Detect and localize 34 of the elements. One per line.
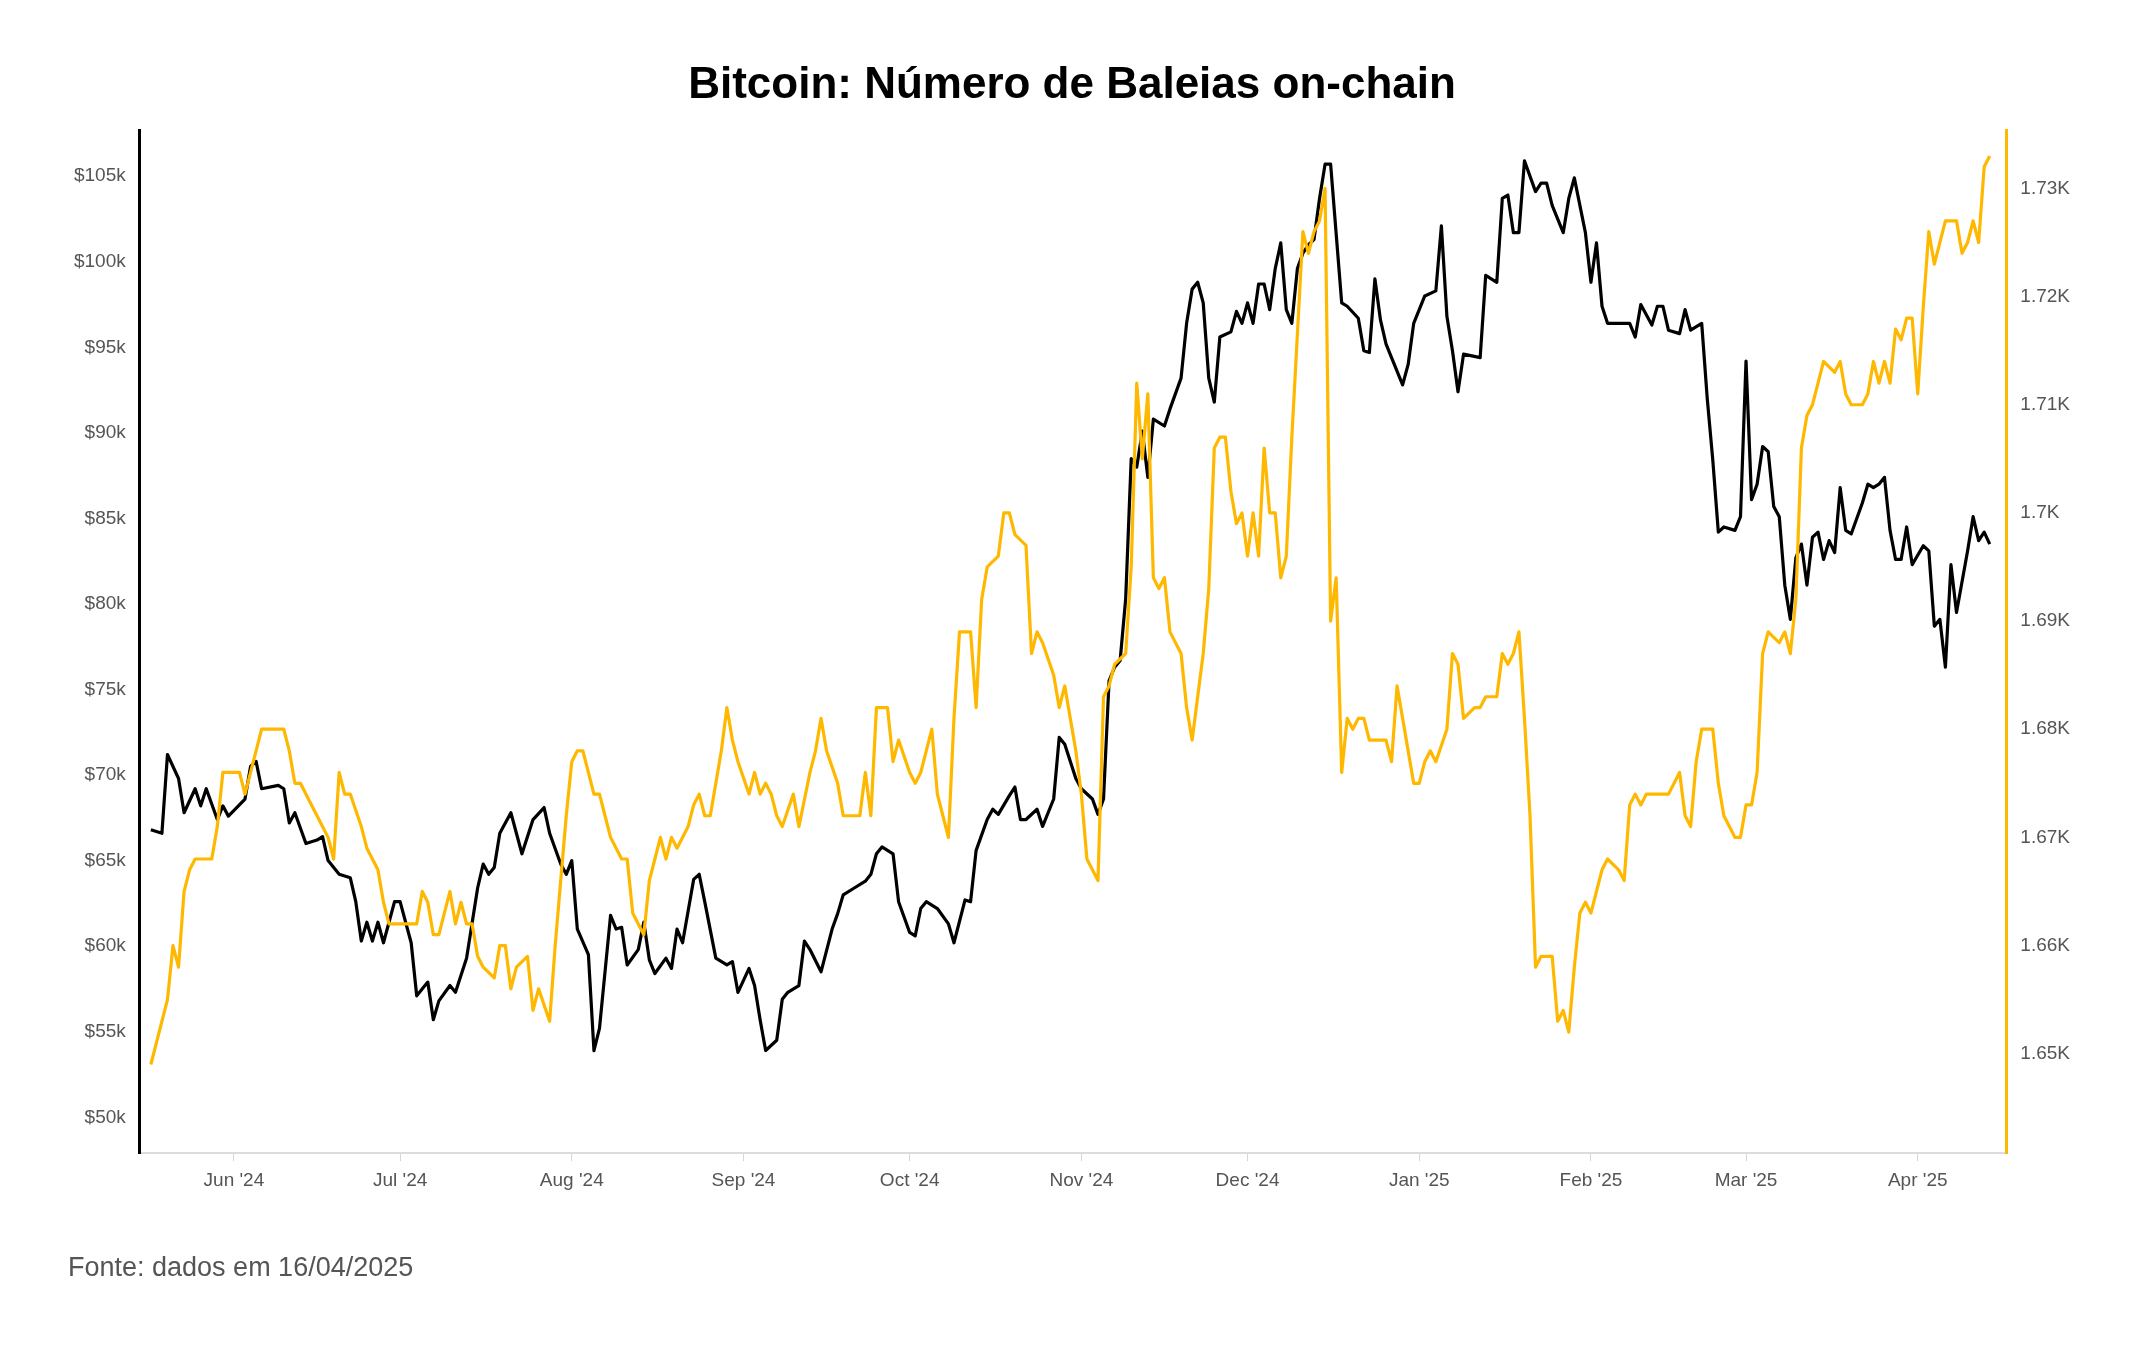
y-tick-label: $70k <box>84 763 127 785</box>
x-tick-label: Feb '25 <box>1559 1168 1623 1190</box>
y-tick-label: $100k <box>73 249 127 271</box>
y2-tick-label: 1.67K <box>2020 825 2071 847</box>
y2-tick-label: 1.68K <box>2020 717 2071 739</box>
x-tick-label: Apr '25 <box>1887 1168 1948 1190</box>
x-tick-label: Jul '24 <box>372 1168 428 1190</box>
x-tick-label: Oct '24 <box>879 1168 940 1190</box>
source-note: Fonte: dados em 16/04/2025 <box>68 1252 414 1283</box>
x-tick-label: Jun '24 <box>203 1168 265 1190</box>
x-tick-label: Nov '24 <box>1049 1168 1114 1190</box>
y-tick-label: $75k <box>84 677 127 699</box>
x-tick-label: Dec '24 <box>1215 1168 1280 1190</box>
y2-tick-label: 1.65K <box>2020 1041 2071 1063</box>
y2-tick-label: 1.72K <box>2020 284 2071 306</box>
y-tick-label: $65k <box>84 848 127 870</box>
x-tick-label: Sep '24 <box>711 1168 776 1190</box>
x-tick-label: Aug '24 <box>539 1168 605 1190</box>
y2-tick-label: 1.7K <box>2020 501 2060 523</box>
y-tick-label: $50k <box>84 1105 127 1127</box>
chart-title: Bitcoin: Número de Baleias on-chain <box>687 58 1457 108</box>
y-tick-label: $105k <box>73 164 127 186</box>
y-tick-label: $85k <box>84 506 127 528</box>
y-tick-label: $55k <box>84 1019 127 1041</box>
x-tick-label: Mar '25 <box>1714 1168 1778 1190</box>
y-tick-label: $95k <box>84 335 127 357</box>
y-tick-label: $80k <box>84 592 127 614</box>
x-tick-label: Jan '25 <box>1388 1168 1450 1190</box>
y2-tick-label: 1.69K <box>2020 609 2071 631</box>
y2-tick-label: 1.66K <box>2020 933 2071 955</box>
y2-tick-label: 1.71K <box>2020 392 2071 414</box>
y2-tick-label: 1.73K <box>2020 176 2071 198</box>
y-tick-label: $90k <box>84 421 127 443</box>
y-tick-label: $60k <box>84 934 127 956</box>
